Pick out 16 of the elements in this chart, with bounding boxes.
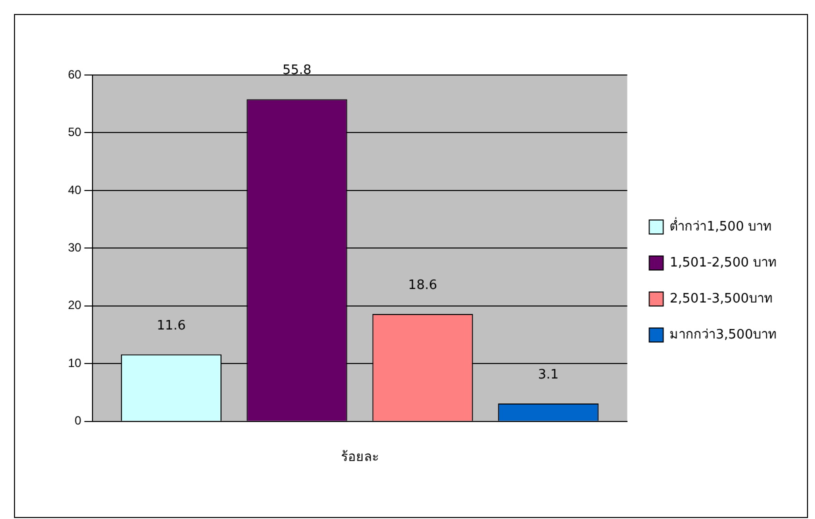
data-label: 55.8 [282,63,312,78]
y-tick-label: 10 [68,356,82,370]
legend-label: มากกว่า3,500บาท [670,327,777,342]
y-tick-label: 30 [68,240,82,255]
x-tick-label: ร้อยละ [340,448,379,464]
data-label: 3.1 [538,367,559,382]
legend-label: ต่ำกว่า1,500 บาท [670,217,772,234]
legend-label: 1,501-2,500 บาท [670,255,778,270]
data-label: 11.6 [156,318,186,334]
y-tick-label: 40 [68,182,82,197]
y-tick-label: 20 [68,298,82,312]
y-tick-label: 60 [68,67,82,82]
y-tick-label: 50 [68,125,82,140]
data-label: 18.6 [408,278,438,293]
legend-label: 2,501-3,500บาท [670,291,773,306]
y-tick-label: 0 [74,414,82,428]
